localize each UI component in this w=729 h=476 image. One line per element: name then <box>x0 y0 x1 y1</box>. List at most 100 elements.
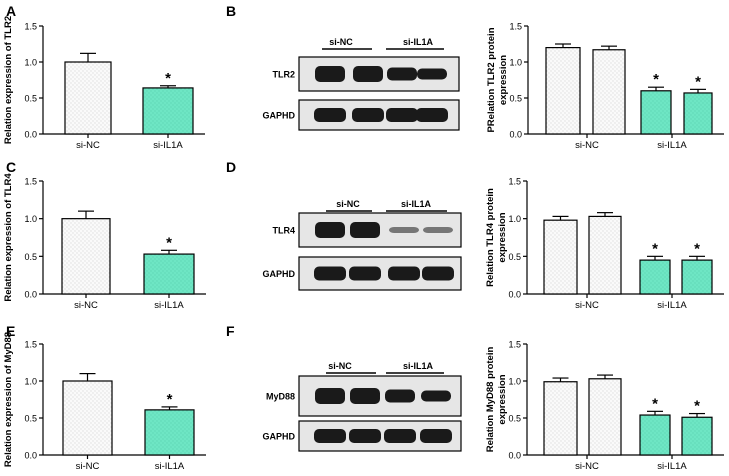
significance-marker: * <box>165 70 171 87</box>
x-group-label: si-NC <box>575 300 599 311</box>
significance-marker: * <box>652 395 658 412</box>
y-tick-label: 0.0 <box>508 290 521 300</box>
y-tick-label: 0.0 <box>24 130 37 140</box>
y-tick-label: 0.5 <box>508 252 521 262</box>
bar-treatment <box>640 90 672 135</box>
significance-marker: * <box>695 73 701 90</box>
x-tick-label: si-IL1A <box>153 140 183 151</box>
blot-band <box>387 67 417 81</box>
y-tick-label: 0.5 <box>24 414 37 424</box>
bar-control <box>588 215 622 295</box>
y-tick-label: 0.5 <box>24 94 37 104</box>
bar-treatment <box>681 416 713 456</box>
y-tick-label: 1.5 <box>508 177 521 187</box>
y-tick-label: 0.0 <box>508 451 521 461</box>
x-group-label: si-IL1A <box>657 300 687 311</box>
x-group-label: si-NC <box>575 140 599 151</box>
blot-band <box>417 68 447 80</box>
bar-control <box>588 378 622 456</box>
blot-band <box>416 108 448 122</box>
significance-marker: * <box>694 398 700 415</box>
blot-row-label: GAPHD <box>262 432 295 442</box>
blot-band <box>315 388 345 404</box>
panel-letter: C <box>6 159 16 175</box>
bar-control <box>543 219 578 295</box>
y-tick-label: 1.0 <box>24 377 37 387</box>
blot-band <box>421 390 451 402</box>
y-tick-label: 1.0 <box>24 58 37 68</box>
bar-treatment <box>144 409 195 456</box>
y-tick-label: 1.5 <box>24 22 37 32</box>
blot-row-label: MyD88 <box>266 392 295 402</box>
panel-letter: D <box>226 159 236 175</box>
blot-group-label: si-IL1A <box>403 361 434 371</box>
significance-marker: * <box>694 240 700 257</box>
blot-band <box>315 66 345 82</box>
blot-band <box>420 429 452 443</box>
blot-band <box>386 108 418 122</box>
y-tick-label: 0.0 <box>24 290 37 300</box>
bar-control <box>62 380 113 456</box>
y-tick-label: 0.0 <box>24 451 37 461</box>
x-tick-label: si-IL1A <box>154 300 184 311</box>
blot-band <box>385 389 415 403</box>
blot-band <box>422 266 454 281</box>
y-tick-label: 0.0 <box>509 130 522 140</box>
significance-marker: * <box>652 240 658 257</box>
blot-band <box>352 108 384 122</box>
bar-treatment <box>683 92 713 135</box>
blot-group-label: si-IL1A <box>403 37 434 47</box>
blot-band <box>388 266 420 281</box>
blot-band <box>423 227 453 233</box>
y-axis-label-line: PRelation TLR2 protein <box>486 27 497 132</box>
y-tick-label: 1.0 <box>508 377 521 387</box>
panel-letter: F <box>226 323 235 339</box>
bar-control <box>64 61 112 135</box>
blot-group-label: si-NC <box>336 199 360 209</box>
y-tick-label: 1.5 <box>24 177 37 187</box>
bar-control <box>545 46 581 135</box>
bar-treatment <box>142 87 194 135</box>
blot-band <box>384 429 416 443</box>
panel-letter: B <box>226 3 236 19</box>
y-tick-label: 1.0 <box>508 214 521 224</box>
bar-control <box>592 49 626 135</box>
blot-group-label: si-IL1A <box>401 199 432 209</box>
blot-band <box>314 429 346 443</box>
blot-row-label: TLR2 <box>273 70 296 80</box>
significance-marker: * <box>653 71 659 88</box>
blot-band <box>350 388 380 404</box>
blot-row-label: GAPHD <box>262 269 295 279</box>
panel-letter: A <box>6 3 16 19</box>
blot-band <box>314 266 346 281</box>
y-axis-label-line: expression <box>498 55 509 105</box>
blot-group-label: si-NC <box>328 361 352 371</box>
y-tick-label: 0.5 <box>508 414 521 424</box>
x-tick-label: si-NC <box>76 140 100 151</box>
blot-band <box>349 429 381 443</box>
y-tick-label: 1.5 <box>508 340 521 350</box>
y-axis-label-line: expression <box>497 374 508 424</box>
bar-treatment <box>639 259 671 295</box>
x-tick-label: si-NC <box>76 461 100 472</box>
x-group-label: si-IL1A <box>657 140 687 151</box>
blot-band <box>314 108 346 122</box>
bar-treatment <box>639 414 671 456</box>
y-tick-label: 0.5 <box>509 94 522 104</box>
blot-band <box>315 222 345 238</box>
bar-control <box>61 218 111 295</box>
y-tick-label: 0.5 <box>24 252 37 262</box>
y-axis-label-line: Relation MyD88 protein <box>485 347 496 453</box>
blot-band <box>349 266 381 281</box>
significance-marker: * <box>167 391 173 408</box>
blot-band <box>353 66 383 82</box>
panel-letter: E <box>6 323 15 339</box>
bar-treatment <box>143 253 195 295</box>
blot-band <box>389 227 419 233</box>
bar-control <box>543 381 578 456</box>
y-tick-label: 1.5 <box>509 22 522 32</box>
y-axis-label-line: expression <box>497 212 508 262</box>
blot-group-label: si-NC <box>329 37 353 47</box>
blot-band <box>350 222 380 238</box>
